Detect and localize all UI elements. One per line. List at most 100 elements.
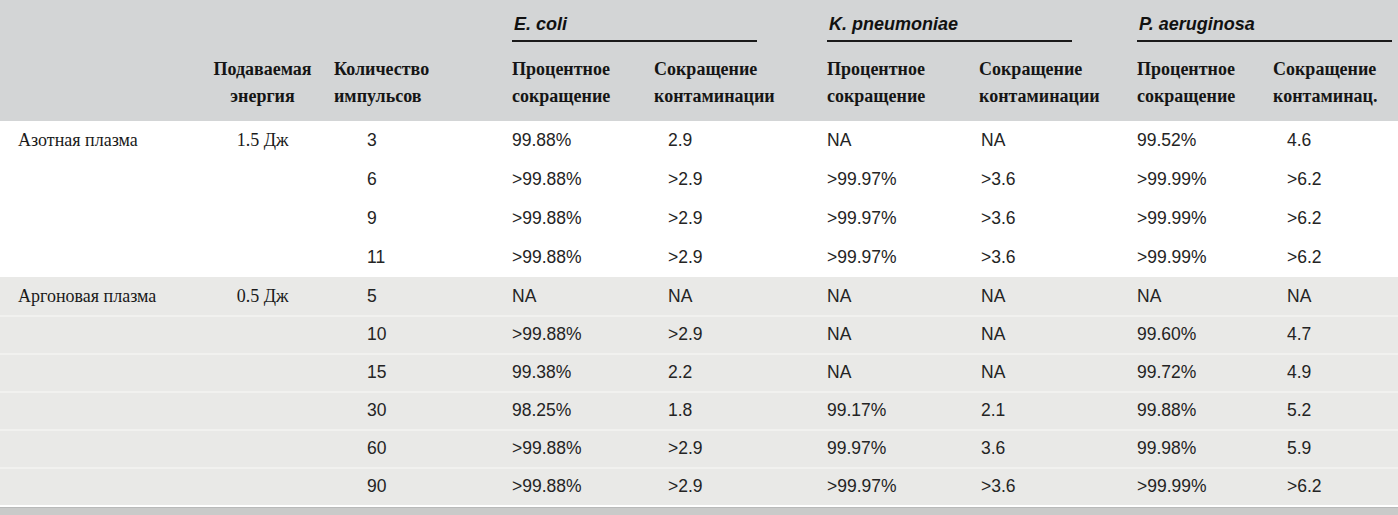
row-group-label xyxy=(0,467,195,505)
header-line: контаминации xyxy=(979,83,1135,110)
data-value: >99.99% xyxy=(1135,160,1272,199)
header-line: контаминации xyxy=(654,83,825,110)
header-pulses-line2: импульсов xyxy=(330,83,500,110)
data-value: 2.9 xyxy=(652,121,825,160)
column-header-row: Подаваемая энергия Количество импульсов … xyxy=(0,42,1398,121)
data-value: >6.2 xyxy=(1272,467,1398,505)
data-value: >99.88% xyxy=(500,467,652,505)
energy-value xyxy=(195,315,330,353)
row-group-label xyxy=(0,315,195,353)
data-value: >2.9 xyxy=(652,238,825,277)
pulses-value: 15 xyxy=(330,353,500,391)
energy-value: 1.5 Дж xyxy=(195,121,330,160)
header-paeruginosa-contamination-reduction: Сокращение контаминац. xyxy=(1272,42,1398,121)
energy-value xyxy=(195,353,330,391)
header-pulses: Количество импульсов xyxy=(330,42,500,121)
header-line: сокращение xyxy=(512,83,652,110)
data-value: NA xyxy=(975,277,1135,315)
data-value: 5.9 xyxy=(1272,429,1398,467)
data-value: >99.88% xyxy=(500,315,652,353)
data-value: NA xyxy=(975,353,1135,391)
data-value: >3.6 xyxy=(975,467,1135,505)
energy-value xyxy=(195,238,330,277)
row-group-label xyxy=(0,238,195,277)
data-value: >6.2 xyxy=(1272,238,1398,277)
data-value: 4.7 xyxy=(1272,315,1398,353)
data-value: >99.88% xyxy=(500,160,652,199)
table-header: E. coli K. pneumoniae P. aeruginosa Пода… xyxy=(0,0,1398,121)
data-value: >99.97% xyxy=(825,467,975,505)
data-value: 99.88% xyxy=(500,121,652,160)
data-value: >6.2 xyxy=(1272,160,1398,199)
data-value: >99.99% xyxy=(1135,199,1272,238)
row-group-label xyxy=(0,199,195,238)
table-row: Азотная плазма1.5 Дж399.88%2.9NANA99.52%… xyxy=(0,121,1398,160)
row-group-label xyxy=(0,353,195,391)
data-value: 99.88% xyxy=(1135,391,1272,429)
species-name-ecoli: E. coli xyxy=(512,14,567,34)
table-row: 9>99.88%>2.9>99.97%>3.6>99.99%>6.2 xyxy=(0,199,1398,238)
data-value: 1.8 xyxy=(652,391,825,429)
data-value: >99.99% xyxy=(1135,238,1272,277)
header-energy-line1: Подаваемая xyxy=(195,56,330,83)
row-group-label xyxy=(0,391,195,429)
data-value: >2.9 xyxy=(652,467,825,505)
data-value: >99.88% xyxy=(500,238,652,277)
pulses-value: 3 xyxy=(330,121,500,160)
data-value: 2.2 xyxy=(652,353,825,391)
header-line: Сокращение xyxy=(1273,56,1398,83)
group-header-paeruginosa: P. aeruginosa xyxy=(1135,0,1398,42)
species-name-paeruginosa: P. aeruginosa xyxy=(1137,14,1255,34)
table-row: 10>99.88%>2.9NANA99.60%4.7 xyxy=(0,315,1398,353)
results-table: E. coli K. pneumoniae P. aeruginosa Пода… xyxy=(0,0,1398,505)
data-value: 99.98% xyxy=(1135,429,1272,467)
data-value: NA xyxy=(652,277,825,315)
pulses-value: 6 xyxy=(330,160,500,199)
species-name-kpneumoniae: K. pneumoniae xyxy=(827,14,958,34)
data-value: >3.6 xyxy=(975,199,1135,238)
data-value: >6.2 xyxy=(1272,199,1398,238)
header-spacer xyxy=(0,0,500,42)
header-line: Сокращение xyxy=(979,56,1135,83)
pulses-value: 5 xyxy=(330,277,500,315)
data-value: >99.97% xyxy=(825,199,975,238)
pulses-value: 9 xyxy=(330,199,500,238)
header-energy: Подаваемая энергия xyxy=(195,42,330,121)
data-value: 99.60% xyxy=(1135,315,1272,353)
data-value: NA xyxy=(1272,277,1398,315)
header-line: сокращение xyxy=(1137,83,1272,110)
data-value: 3.6 xyxy=(975,429,1135,467)
data-value: >99.97% xyxy=(825,238,975,277)
data-value: NA xyxy=(500,277,652,315)
header-line: Процентное xyxy=(512,56,652,83)
header-energy-line2: энергия xyxy=(195,83,330,110)
energy-value xyxy=(195,429,330,467)
data-value: 99.17% xyxy=(825,391,975,429)
data-value: NA xyxy=(825,277,975,315)
data-value: 99.97% xyxy=(825,429,975,467)
row-group-label: Азотная плазма xyxy=(0,121,195,160)
header-pulses-line1: Количество xyxy=(330,56,500,83)
data-value: >99.88% xyxy=(500,199,652,238)
header-ecoli-percent-reduction: Процентное сокращение xyxy=(500,42,652,121)
header-line: сокращение xyxy=(827,83,975,110)
header-kpneumoniae-percent-reduction: Процентное сокращение xyxy=(825,42,975,121)
pulses-value: 10 xyxy=(330,315,500,353)
row-group-label xyxy=(0,429,195,467)
data-value: 2.1 xyxy=(975,391,1135,429)
header-paeruginosa-percent-reduction: Процентное сокращение xyxy=(1135,42,1272,121)
table-figure: E. coli K. pneumoniae P. aeruginosa Пода… xyxy=(0,0,1398,515)
table-row: Аргоновая плазма0.5 Дж5NANANANANANA xyxy=(0,277,1398,315)
table-row: 11>99.88%>2.9>99.97%>3.6>99.99%>6.2 xyxy=(0,238,1398,277)
energy-value xyxy=(195,467,330,505)
data-value: 98.25% xyxy=(500,391,652,429)
data-value: NA xyxy=(825,315,975,353)
data-value: >99.97% xyxy=(825,160,975,199)
data-value: NA xyxy=(975,121,1135,160)
table-row: 90>99.88%>2.9>99.97%>3.6>99.99%>6.2 xyxy=(0,467,1398,505)
pulses-value: 30 xyxy=(330,391,500,429)
pulses-value: 11 xyxy=(330,238,500,277)
energy-value xyxy=(195,391,330,429)
data-value: >99.88% xyxy=(500,429,652,467)
data-value: 99.38% xyxy=(500,353,652,391)
